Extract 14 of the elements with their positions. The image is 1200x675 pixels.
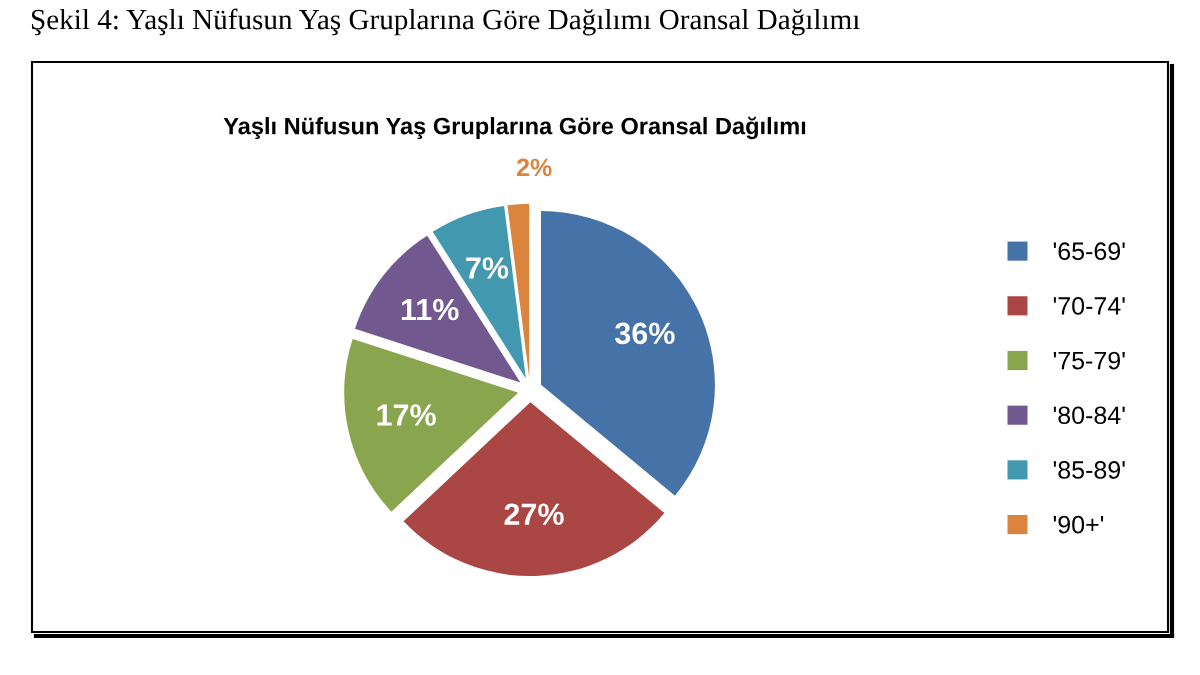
data-label: 2% (517, 158, 552, 177)
text: Şekil 4: Yaşlı Nüfusun Yaş Gruplarına Göre Dağılımı Oransal Dağılımı (31, 8, 860, 36)
legend-label: '75-79' (1053, 351, 1125, 370)
legend-label: '90+' (1053, 515, 1104, 534)
legend-label: '85-89' (1053, 461, 1125, 479)
legend-label: '80-84' (1053, 406, 1125, 425)
data-label: 27% (504, 503, 564, 526)
data-label: 11% (401, 298, 459, 321)
data-label: 36% (615, 322, 675, 345)
chart-title: Yaşlı Nüfusun Yaş Gruplarına Göre Oransal Dağılımı (223, 116, 806, 140)
legend-label: '65-69' (1053, 242, 1125, 261)
data-label: 7% (466, 257, 509, 279)
data-label: 17% (377, 404, 436, 426)
legend-label: '70-74' (1053, 297, 1125, 315)
